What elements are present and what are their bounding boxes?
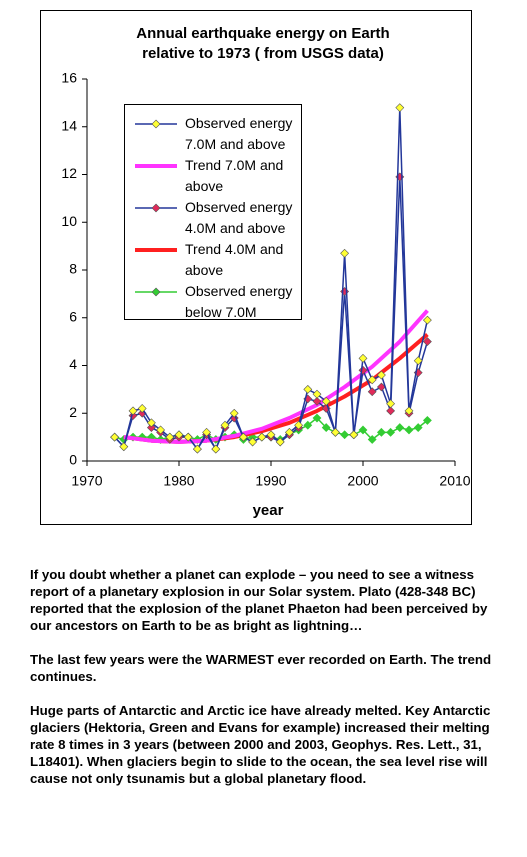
data-point	[275, 437, 285, 447]
legend-entry: Observed energy below 7.0M	[125, 281, 301, 323]
legend-label: Observed energy 7.0M and above	[185, 115, 293, 152]
data-point	[367, 435, 377, 444]
data-point	[395, 103, 405, 113]
y-tick-label: 6	[69, 308, 77, 324]
legend-swatch	[135, 119, 177, 129]
data-point	[312, 389, 322, 399]
x-tick-label: 1990	[255, 473, 286, 489]
data-point	[119, 442, 129, 452]
data-point	[386, 399, 396, 409]
y-tick-label: 0	[69, 452, 77, 468]
y-tick-label: 4	[69, 356, 77, 372]
data-point	[146, 423, 156, 432]
y-tick-label: 10	[61, 213, 77, 229]
data-point	[422, 315, 432, 325]
data-point	[376, 370, 386, 380]
legend-label: Trend 7.0M and above	[185, 157, 284, 194]
body-text: If you doubt whether a planet can explod…	[30, 566, 510, 804]
legend-swatch	[135, 248, 177, 252]
data-point	[156, 425, 166, 435]
y-tick-label: 12	[61, 165, 77, 181]
legend-entry: Observed energy 7.0M and above	[125, 113, 301, 155]
data-point	[321, 423, 331, 432]
data-point	[229, 408, 239, 418]
chart-title: Annual earthquake energy on Earth relati…	[136, 25, 390, 62]
data-point	[174, 430, 184, 440]
data-point	[238, 432, 248, 442]
legend-marker	[151, 287, 161, 297]
data-point	[165, 432, 175, 442]
legend: Observed energy 7.0M and above Trend 7.0M…	[124, 104, 302, 320]
data-point	[202, 427, 212, 437]
data-point	[404, 425, 414, 435]
y-tick-label: 16	[61, 70, 77, 86]
data-point	[367, 387, 377, 397]
x-tick-label: 2010	[439, 473, 470, 489]
legend-swatch	[135, 164, 177, 168]
paragraph: If you doubt whether a planet can explod…	[30, 567, 488, 633]
y-tick-label: 2	[69, 404, 77, 420]
data-point	[257, 432, 267, 442]
data-point	[413, 356, 423, 366]
data-point	[340, 430, 350, 440]
legend-swatch	[135, 203, 177, 213]
chart: year 0 2 4 6 8 10 12 14 16 1970 1980 1990 2000 2010	[61, 70, 470, 519]
data-point	[422, 415, 432, 425]
x-axis-label: year	[253, 502, 284, 519]
x-tick-label: 1980	[163, 473, 194, 489]
data-point	[312, 396, 322, 406]
data-point	[312, 413, 322, 423]
x-tick-label: 2000	[347, 473, 378, 489]
data-point	[192, 444, 202, 454]
legend-entry: Trend 7.0M and above	[125, 155, 301, 197]
data-point	[349, 430, 359, 440]
trend-line	[123, 309, 429, 444]
legend-entry: Trend 4.0M and above	[125, 239, 301, 281]
paragraph: Huge parts of Antarctic and Arctic ice h…	[30, 703, 491, 786]
y-tick-label: 14	[61, 117, 77, 133]
data-point	[358, 425, 368, 435]
data-point	[395, 423, 405, 432]
data-point	[266, 430, 276, 440]
data-point	[303, 384, 313, 394]
data-point	[422, 337, 432, 347]
data-point	[358, 353, 368, 363]
legend-entry: Observed energy 4.0M and above	[125, 197, 301, 239]
paragraph: The last few years were the WARMEST ever…	[30, 652, 492, 684]
data-point	[211, 444, 221, 454]
data-point	[128, 406, 138, 416]
data-point	[386, 427, 396, 437]
legend-label: Observed energy below 7.0M	[185, 283, 293, 320]
legend-marker	[151, 119, 161, 129]
legend-swatch	[135, 287, 177, 297]
legend-marker	[151, 203, 161, 213]
legend-label: Trend 4.0M and above	[185, 241, 284, 278]
data-point	[330, 427, 340, 437]
data-point	[376, 427, 386, 437]
data-point	[183, 432, 193, 442]
data-point	[294, 420, 304, 430]
data-point	[137, 404, 147, 413]
y-tick-label: 8	[69, 261, 77, 277]
data-point	[220, 420, 230, 430]
data-point	[284, 427, 294, 437]
data-point	[146, 418, 156, 428]
data-point	[303, 420, 313, 430]
data-point	[404, 406, 414, 416]
data-point	[413, 423, 423, 432]
x-tick-label: 1970	[71, 473, 102, 489]
data-point	[340, 248, 350, 258]
data-point	[386, 406, 396, 416]
data-point	[321, 396, 331, 406]
chart-frame	[40, 10, 472, 525]
data-point	[248, 437, 258, 447]
data-point	[367, 375, 377, 385]
data-point	[110, 432, 120, 442]
legend-label: Observed energy 4.0M and above	[185, 199, 293, 236]
